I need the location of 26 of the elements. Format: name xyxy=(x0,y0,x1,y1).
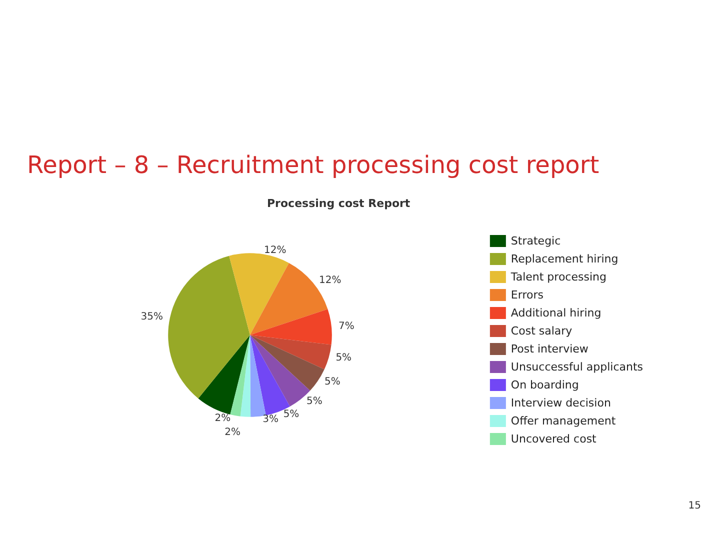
data-label: 5% xyxy=(283,409,300,420)
legend-label: Uncovered cost xyxy=(510,432,598,446)
data-label: 5% xyxy=(324,376,340,388)
legend-label: Replacement hiring xyxy=(510,252,618,266)
data-label: 12% xyxy=(264,245,286,256)
data-label: 35% xyxy=(140,312,164,323)
legend-label: Offer management xyxy=(510,414,616,428)
data-label: 2% xyxy=(224,427,241,438)
legend-label: Additional hiring xyxy=(510,306,602,320)
legend-label: Strategic xyxy=(510,234,561,248)
data-label: 3% xyxy=(262,414,278,425)
text: 15 xyxy=(688,500,702,512)
data-label: 2% xyxy=(214,413,231,424)
data-label: 7% xyxy=(338,320,354,332)
legend-label: On boarding xyxy=(510,378,579,392)
chart-title: Report – 8 – Recruitment processing cost report xyxy=(27,151,600,179)
data-label: 5% xyxy=(336,352,352,364)
data-label: 12% xyxy=(319,274,342,286)
legend-label: Unsuccessful applicants xyxy=(510,360,644,374)
legend-label: Post interview xyxy=(510,342,588,356)
chart-subtitle: Processing cost Report xyxy=(267,197,410,210)
legend-label: Errors xyxy=(510,288,544,302)
legend-label: Talent processing xyxy=(510,270,606,284)
legend-label: Interview decision xyxy=(510,396,611,410)
data-label: 5% xyxy=(306,396,322,408)
legend-label: Cost salary xyxy=(510,324,573,338)
